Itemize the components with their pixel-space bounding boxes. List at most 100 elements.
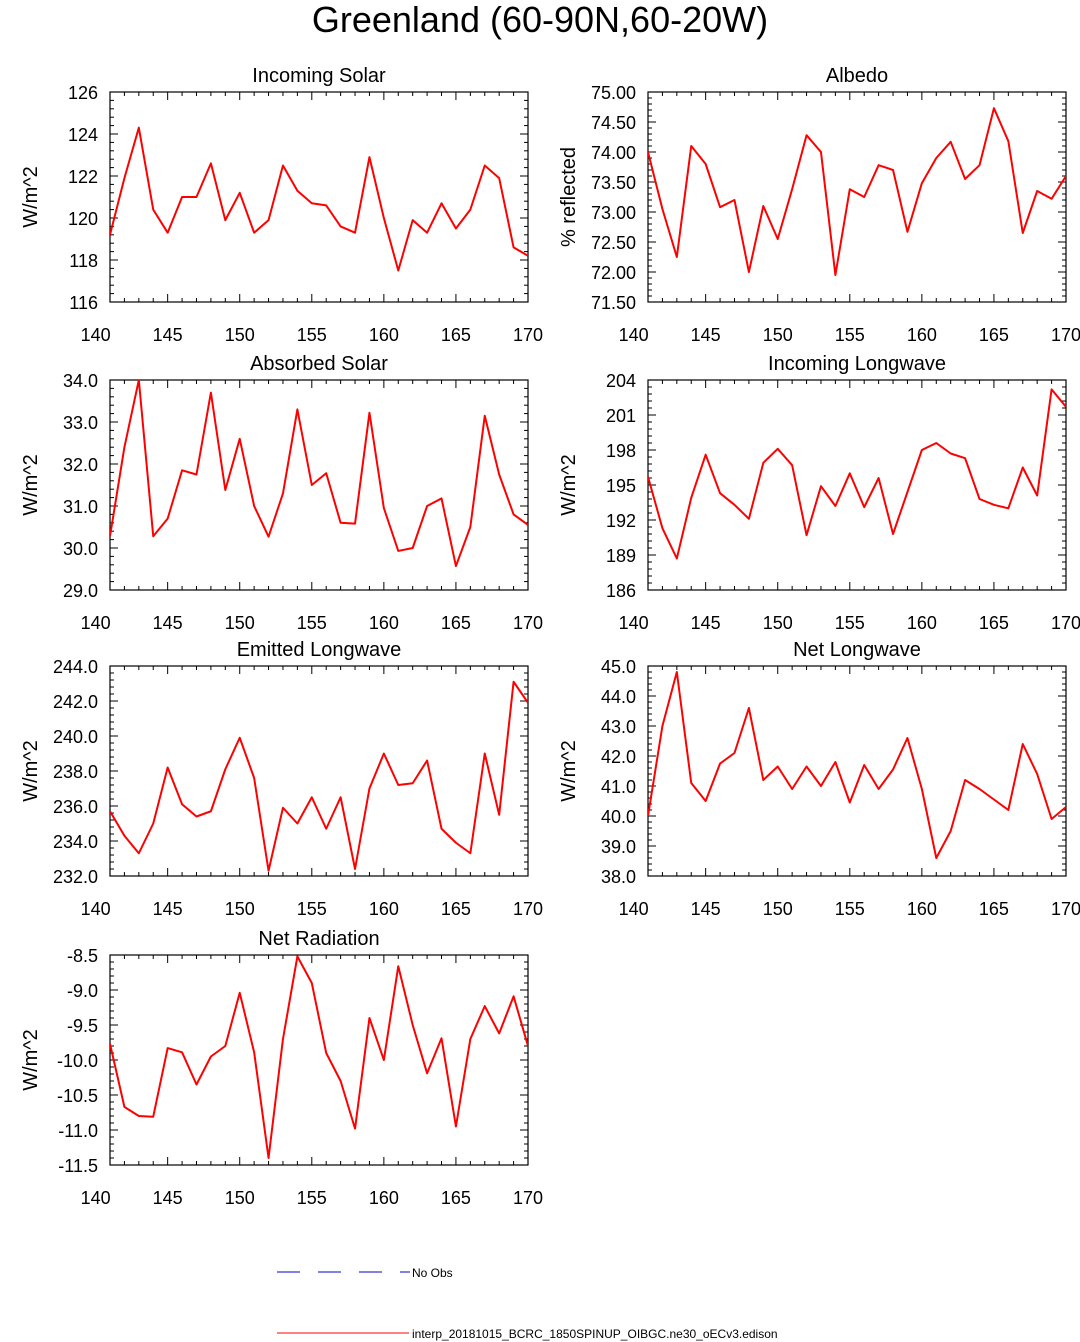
y-tick-label: 32.0	[63, 455, 98, 475]
y-tick-label: 124	[68, 125, 98, 145]
x-tick-label: 160	[369, 613, 399, 633]
y-tick-label: 120	[68, 209, 98, 229]
x-tick-label: 155	[835, 613, 865, 633]
y-tick-label: 126	[68, 83, 98, 103]
chart-title: Albedo	[826, 65, 888, 87]
x-tick-label: 145	[691, 613, 721, 633]
x-tick-label: 140	[619, 613, 649, 633]
chart-title: Emitted Longwave	[237, 639, 402, 661]
y-tick-label: 75.00	[591, 83, 636, 103]
chart-title: Incoming Longwave	[768, 353, 946, 375]
y-tick-label: 238.0	[53, 762, 98, 782]
y-tick-label: -8.5	[67, 946, 98, 966]
y-axis-label: W/m^2	[558, 454, 580, 516]
y-tick-label: 118	[69, 251, 98, 271]
y-tick-label: 71.50	[591, 293, 636, 313]
x-tick-label: 165	[979, 899, 1009, 919]
x-tick-label: 145	[153, 613, 183, 633]
x-tick-label: 150	[763, 325, 793, 345]
y-axis-label: W/m^2	[20, 740, 42, 802]
y-tick-label: 31.0	[63, 497, 98, 517]
x-tick-label: 145	[691, 899, 721, 919]
x-tick-label: 165	[441, 613, 471, 633]
x-tick-label: 170	[513, 613, 543, 633]
x-tick-label: 165	[441, 1188, 471, 1208]
y-tick-label: 189	[606, 546, 636, 566]
y-tick-label: 242.0	[53, 692, 98, 712]
x-tick-label: 150	[763, 613, 793, 633]
y-tick-label: 38.0	[601, 867, 636, 887]
y-tick-label: 74.50	[591, 113, 636, 133]
x-tick-label: 170	[1051, 613, 1080, 633]
legend: No Obs interp_20181015_BCRC_1850SPINUP_O…	[277, 1266, 778, 1341]
y-tick-label: 73.50	[591, 173, 636, 193]
plot-frame	[647, 379, 1067, 591]
chart-title: Absorbed Solar	[250, 353, 388, 375]
y-tick-label: 116	[69, 293, 98, 313]
y-tick-label: 195	[606, 476, 636, 496]
x-tick-label: 160	[907, 899, 937, 919]
y-tick-label: 45.0	[601, 657, 636, 677]
chart-title: Net Radiation	[258, 928, 379, 950]
chart-panel-5: Emitted Longwave W/m^2 140 145 150 155 160 165 1…	[20, 639, 543, 919]
chart-panel-4: Incoming Longwave W/m^2 140 145 150 155 160 165…	[558, 353, 1080, 633]
x-tick-label: 170	[1051, 899, 1080, 919]
x-tick-label: 145	[153, 899, 183, 919]
y-tick-label: -11.0	[58, 1121, 98, 1141]
x-tick-label: 170	[513, 899, 543, 919]
y-tick-label: 122	[68, 167, 98, 187]
y-axis-label: W/m^2	[20, 166, 42, 228]
x-tick-label: 140	[81, 325, 111, 345]
x-tick-label: 160	[369, 1188, 399, 1208]
y-tick-label: 234.0	[53, 832, 98, 852]
chart-panel-2: Albedo % reflected 140 145 150 155 160 165 170 71…	[558, 65, 1080, 345]
x-tick-label: 160	[369, 325, 399, 345]
x-tick-label: 155	[297, 613, 327, 633]
series-line-model	[110, 380, 528, 568]
x-tick-label: 155	[297, 899, 327, 919]
x-tick-label: 165	[441, 899, 471, 919]
y-tick-label: 39.0	[601, 837, 636, 857]
y-tick-label: 236.0	[53, 797, 98, 817]
plot-frame	[109, 954, 529, 1166]
x-tick-label: 150	[225, 325, 255, 345]
y-axis-label: % reflected	[558, 147, 580, 247]
x-tick-label: 150	[225, 1188, 255, 1208]
chart-panels: Incoming Solar W/m^2 140 145 150 155 160 165 170…	[20, 65, 1080, 1208]
series-line-model	[648, 107, 1066, 276]
y-tick-label: -9.5	[67, 1016, 98, 1036]
x-tick-label: 140	[81, 899, 111, 919]
y-axis-label: W/m^2	[20, 1029, 42, 1091]
x-tick-label: 140	[619, 899, 649, 919]
y-tick-label: 232.0	[53, 867, 98, 887]
y-tick-label: -10.0	[57, 1051, 98, 1071]
y-tick-label: 192	[606, 511, 636, 531]
x-tick-label: 165	[979, 325, 1009, 345]
series-line-model	[110, 955, 528, 1159]
x-tick-label: 165	[979, 613, 1009, 633]
y-tick-label: 72.00	[591, 263, 636, 283]
x-tick-label: 160	[907, 613, 937, 633]
x-tick-label: 160	[907, 325, 937, 345]
x-tick-label: 170	[513, 325, 543, 345]
y-tick-label: -11.5	[58, 1156, 98, 1176]
y-tick-label: 244.0	[53, 657, 98, 677]
chart-panel-3: Absorbed Solar W/m^2 140 145 150 155 160 165 170…	[20, 353, 543, 633]
y-tick-label: 186	[606, 581, 636, 601]
series-line-model	[110, 126, 528, 272]
y-tick-label: 204	[606, 371, 636, 391]
x-tick-label: 155	[835, 899, 865, 919]
y-tick-label: 30.0	[63, 539, 98, 559]
x-tick-label: 150	[225, 899, 255, 919]
plot-frame	[647, 91, 1067, 303]
y-tick-label: 74.00	[591, 143, 636, 163]
x-tick-label: 155	[297, 1188, 327, 1208]
plot-frame	[109, 379, 529, 591]
y-tick-label: 33.0	[63, 413, 98, 433]
x-tick-label: 170	[1051, 325, 1080, 345]
y-tick-label: 43.0	[601, 717, 636, 737]
y-axis-label: W/m^2	[20, 454, 42, 516]
chart-panel-6: Net Longwave W/m^2 140 145 150 155 160 165 170 38…	[558, 639, 1080, 919]
chart-title: Net Longwave	[793, 639, 921, 661]
x-tick-label: 150	[763, 899, 793, 919]
